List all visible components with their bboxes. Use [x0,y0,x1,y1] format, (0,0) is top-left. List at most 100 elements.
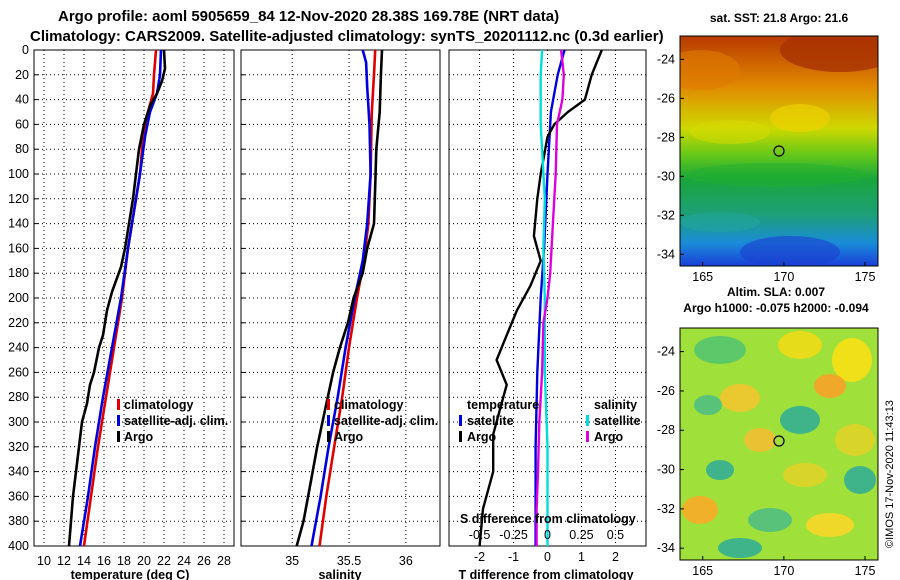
sla-map-title-2: Argo h1000: -0.075 h2000: -0.094 [683,301,869,315]
m2-ticks-lon-label: 165 [692,564,713,578]
depth-tick-label: 280 [8,390,29,404]
m1-ticks-lat-label: -26 [657,91,675,105]
t-legend-label-argo: Argo [467,430,497,444]
legend-label-climatology: climatology [124,398,194,412]
sst-float-location-marker [773,145,785,157]
temperature-legend: climatology satellite-adj. clim. Argo [117,398,228,444]
s-legend-swatch-satellite [586,415,589,426]
sla-map-frame [679,327,879,561]
m1-ticks-lat-label: -34 [657,247,675,261]
p1-xtick-label: 24 [177,554,191,568]
p3-series-s-argo [535,49,565,546]
legend-swatch-climatology [117,399,120,410]
s-legend-label-satellite: satellite [594,414,641,428]
sla-map-title-1: Altim. SLA: 0.007 [727,285,825,299]
p2-series-satellite-adj-clim- [310,49,372,547]
depth-tick-label: 380 [8,514,29,528]
m2-ticks-lat-label: -34 [657,541,675,555]
depth-tick-label: 360 [8,489,29,503]
p3-s-xtick-label: -0.25 [499,528,528,542]
depth-tick-label: 260 [8,365,29,379]
depth-tick-label: 80 [15,142,29,156]
sst-map-frame [679,35,879,267]
t-legend-swatch-argo [459,431,462,442]
depth-tick-label: 240 [8,341,29,355]
p3-t-xtick-label: 2 [612,550,619,564]
sla-map: Altim. SLA: 0.007 Argo h1000: -0.075 h20… [657,285,879,578]
depth-tick-label: 160 [8,241,29,255]
difference-panel: -2 -1 0 1 2 -0.5 -0.25 0 0.25 0.5 S difference f… [448,49,647,580]
depth-tick-label: 40 [15,93,29,107]
p3-t-xtick-label: 0 [544,550,551,564]
sal-legend-label-argo: Argo [334,430,364,444]
sal-legend-swatch-climatology [327,399,330,410]
temperature-xlabel: temperature (deg C) [71,568,190,580]
salinity-panel-frame [240,49,441,547]
m1-ticks-lon-label: 175 [855,270,876,284]
m2-ticks-lat-label: -32 [657,502,675,516]
p2-xtick-label: 35.5 [337,554,361,568]
depth-tick-label: 340 [8,465,29,479]
legend-label-satellite: satellite-adj. clim. [124,414,228,428]
temperature-panel: 0 20 40 60 80 100 120 140 160 180 200 220 240 260 280 3… [8,43,235,580]
depth-tick-label: 220 [8,316,29,330]
sal-legend-label-satellite: satellite-adj. clim. [334,414,438,428]
sal-legend-swatch-argo [327,431,330,442]
title-line-2: Climatology: CARS2009. Satellite-adjuste… [30,28,664,45]
t-legend-swatch-satellite [459,415,462,426]
m1-ticks-lat-label: -30 [657,169,675,183]
salinity-xlabel: salinity [318,568,361,580]
sst-map-title: sat. SST: 21.8 Argo: 21.6 [710,11,849,25]
p3-series-t-argo [478,49,603,547]
sst-map: sat. SST: 21.8 Argo: 21.6 165 170 175 -24 -2… [657,11,879,284]
depth-tick-label: 0 [22,43,29,57]
p3-s-xtick-label: 0 [544,528,551,542]
salinity-panel: 35 35.5 36 salinity climatology satellite-… [240,49,441,580]
p1-xtick-label: 14 [77,554,91,568]
legend-label-argo: Argo [124,430,154,444]
p1-series-argo [67,49,167,547]
legend-swatch-satellite [117,415,120,426]
t-difference-xlabel: T difference from climatology [458,568,633,580]
depth-tick-label: 300 [8,415,29,429]
m1-ticks-lat-label: -32 [657,208,675,222]
m2-ticks-lon-label: 170 [773,564,794,578]
p1-xtick-label: 16 [97,554,111,568]
m1-ticks-lat-label: -28 [657,130,675,144]
depth-tick-label: 140 [8,217,29,231]
depth-tick-label: 180 [8,266,29,280]
m2-ticks-lat-label: -28 [657,423,675,437]
p1-xtick-label: 12 [57,554,71,568]
sst-map-image [680,36,878,266]
p3-t-xtick-label: -2 [474,550,485,564]
p3-s-xtick-label: 0.25 [569,528,593,542]
m1-ticks-lat-label: -24 [657,52,675,66]
m1-ticks-lon-label: 170 [773,270,794,284]
depth-tick-label: 400 [8,539,29,553]
p3-t-xtick-label: 1 [578,550,585,564]
legend-temperature-title: temperature [467,398,539,412]
depth-tick-label: 100 [8,167,29,181]
salinity-legend: climatology satellite-adj. clim. Argo [327,398,438,444]
m2-ticks-lat-label: -24 [657,345,675,359]
s-difference-label: S difference from climatology [460,512,636,526]
p3-s-xtick-label: 0.5 [607,528,624,542]
imos-credit: ©IMOS 17-Nov-2020 11:43:13 [884,400,896,548]
p1-xtick-label: 10 [37,554,51,568]
s-legend-label-argo: Argo [594,430,624,444]
legend-swatch-argo [117,431,120,442]
title-line-1: Argo profile: aoml 5905659_84 12-Nov-202… [58,8,559,25]
legend-salinity-title: salinity [594,398,637,412]
depth-tick-label: 60 [15,117,29,131]
depth-tick-label: 320 [8,440,29,454]
depth-tick-label: 20 [15,68,29,82]
m2-ticks-lat-label: -30 [657,463,675,477]
p3-series-s-satellite [539,49,549,546]
m2-ticks-lon-label: 175 [855,564,876,578]
depth-tick-label: 120 [8,192,29,206]
p3-s-xtick-label: -0.5 [469,528,491,542]
p1-xtick-label: 22 [157,554,171,568]
p2-xtick-label: 36 [399,554,413,568]
p2-series-argo [295,49,384,547]
